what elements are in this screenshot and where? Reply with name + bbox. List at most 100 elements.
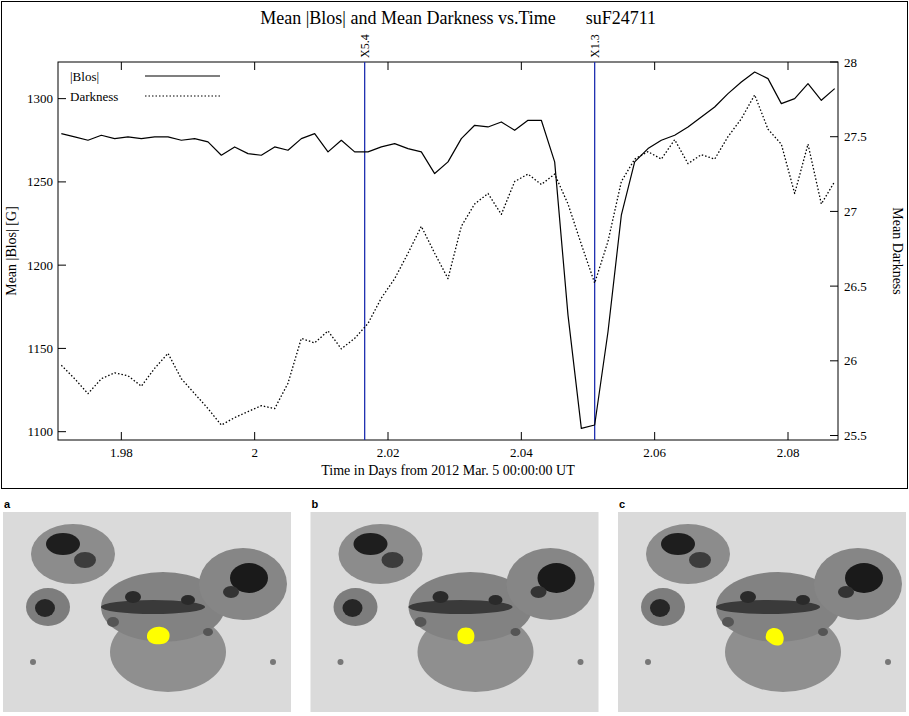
series-line [61, 72, 834, 428]
photosphere [618, 512, 906, 712]
chart-frame [2, 2, 908, 489]
sunspot [645, 659, 651, 665]
sunspot [650, 599, 670, 617]
y2-tick [830, 286, 838, 287]
y-axis-title: Mean |Blos| [G] [4, 206, 19, 296]
x-tick-label: 2.08 [777, 445, 800, 460]
x-tick-label: 2.04 [510, 445, 533, 460]
x-tick-label: 2.02 [377, 445, 400, 460]
sunspot [661, 533, 695, 555]
x-tick [121, 62, 122, 70]
legend-label: Darkness [70, 89, 118, 104]
x-tick [254, 62, 255, 70]
photosphere [3, 512, 291, 712]
image-panel [618, 512, 906, 712]
x-tick [788, 432, 789, 440]
x-tick [654, 432, 655, 440]
sunspot [339, 524, 423, 584]
sunspot [74, 552, 96, 568]
plot-marks [61, 62, 834, 440]
y2-tick-label: 26 [844, 353, 858, 368]
panel-letter: c [619, 498, 625, 510]
legend: |Blos| Darkness [70, 69, 220, 104]
sunspot [646, 524, 730, 584]
legend-key [145, 75, 220, 76]
x-tick [788, 62, 789, 70]
x-tick [254, 432, 255, 440]
x-tick [388, 62, 389, 70]
sunspot [578, 659, 584, 665]
image-panel [311, 512, 599, 712]
sunspot [343, 599, 363, 617]
x-tick [521, 432, 522, 440]
y-tick-label: 1200 [27, 258, 53, 273]
sunspot [46, 533, 80, 555]
highlight-region [457, 627, 474, 644]
sunspot [26, 588, 70, 626]
sunspot [796, 595, 810, 605]
y2-tick-label: 27 [844, 204, 858, 219]
chart-subtitle: suF24711 [586, 8, 656, 28]
sunspot [31, 524, 115, 584]
plot-frame [58, 62, 838, 440]
y2-tick [830, 136, 838, 137]
sunspot [181, 595, 195, 605]
sunspot [382, 552, 404, 568]
sunspot [223, 586, 239, 598]
panel-letter: b [312, 498, 319, 510]
sunspot [30, 659, 36, 665]
y-tick-label: 1100 [27, 424, 53, 439]
sunspot [270, 659, 276, 665]
flare-line [364, 62, 365, 440]
sunspot [433, 591, 449, 603]
y-tick-label: 1250 [27, 174, 53, 189]
sunspot [740, 591, 756, 603]
sunspot [203, 628, 213, 636]
sunspot [885, 659, 891, 665]
sunspot [531, 586, 547, 598]
sunspot [722, 617, 734, 627]
y-tick [58, 98, 66, 99]
y2-tick-label: 28 [844, 55, 857, 70]
y2-tick-label: 25.5 [844, 428, 867, 443]
sunspot [338, 659, 344, 665]
series-line [61, 95, 834, 425]
y2-tick [830, 435, 838, 436]
sunspot [818, 628, 828, 636]
y-tick-label: 1150 [27, 341, 53, 356]
sunspot [511, 628, 521, 636]
x-tick [388, 432, 389, 440]
highlight-region [766, 628, 784, 646]
legend-key [145, 95, 220, 96]
figure: Mean |Blos| and Mean Darkness vs.Time suF… [0, 0, 909, 716]
sunspot [334, 588, 378, 626]
sunspot [125, 591, 141, 603]
highlight-region [147, 627, 170, 644]
chart-title: Mean |Blos| and Mean Darkness vs.Time [260, 8, 556, 28]
y-tick [58, 181, 66, 182]
image-panel [3, 512, 291, 712]
x-tick [654, 62, 655, 70]
y2-tick-label: 26.5 [844, 279, 867, 294]
panel-letter: a [4, 498, 11, 510]
y2-tick [830, 62, 838, 63]
sunspot [641, 588, 685, 626]
sunspot [107, 617, 119, 627]
sunspot [489, 595, 503, 605]
sunspot [689, 552, 711, 568]
y-tick [58, 348, 66, 349]
x-tick-label: 2 [251, 445, 258, 460]
y2-tick [830, 360, 838, 361]
x-tick [121, 432, 122, 440]
sunspot [354, 533, 388, 555]
sunspot [415, 617, 427, 627]
y2-tick-label: 27.5 [844, 129, 867, 144]
legend-label: |Blos| [70, 69, 99, 84]
sunspot [35, 599, 55, 617]
x-tick-label: 2.06 [643, 445, 666, 460]
x-tick-label: 1.98 [110, 445, 133, 460]
y2-tick [830, 211, 838, 212]
y2-axis-title: Mean Darkness [890, 207, 905, 294]
y-tick [58, 265, 66, 266]
y-tick [58, 431, 66, 432]
